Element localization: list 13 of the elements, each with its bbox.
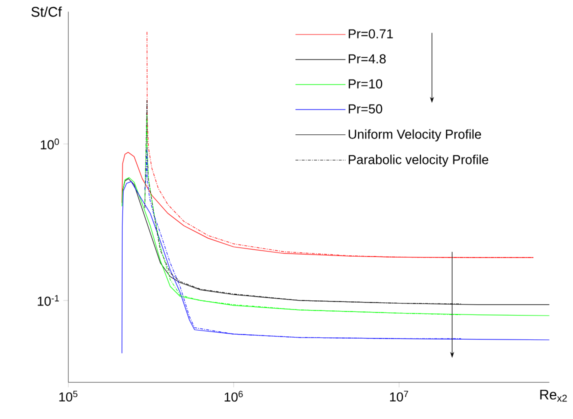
y-tick-label: 10$^{-1}$ [38,295,59,306]
legend-label: Pr=0.71 [348,29,393,38]
y-tick-label: 10$^{0}$ [40,138,59,150]
x-tick-label: 10$^{7}$ [390,390,408,402]
legend-label: Pr=4.8 [348,54,386,64]
legend-label: Pr=50 [348,104,382,114]
x-axis-title: Re$_{x2}$ [540,390,567,402]
y-axis-title: St/Cf [31,6,62,17]
x-tick-label: 10$^{6}$ [224,390,243,402]
legend-label: Pr=10 [348,79,382,88]
x-tick-label: 10$^{5}$ [59,390,78,402]
annotation: Parabolic velocity Profile [348,154,488,167]
annotation: Uniform Velocity Profile [348,129,482,142]
